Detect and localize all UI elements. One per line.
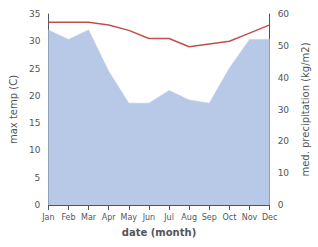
svg-text:35: 35 — [29, 9, 40, 19]
svg-text:Dec: Dec — [262, 213, 277, 222]
svg-text:30: 30 — [29, 36, 41, 46]
svg-text:Jan: Jan — [41, 213, 54, 222]
svg-text:60: 60 — [278, 9, 290, 19]
svg-text:May: May — [121, 213, 138, 222]
svg-text:Apr: Apr — [102, 213, 117, 222]
svg-text:25: 25 — [29, 64, 40, 74]
svg-text:40: 40 — [278, 73, 290, 83]
svg-text:0: 0 — [35, 200, 41, 210]
svg-text:date (month): date (month) — [122, 227, 196, 238]
svg-text:Jul: Jul — [163, 213, 174, 222]
svg-text:Nov: Nov — [242, 213, 258, 222]
svg-text:20: 20 — [278, 136, 290, 146]
svg-text:Jun: Jun — [142, 213, 156, 222]
svg-text:Mar: Mar — [81, 213, 97, 222]
svg-text:10: 10 — [29, 145, 41, 155]
svg-text:5: 5 — [35, 173, 41, 183]
svg-text:30: 30 — [278, 105, 290, 115]
svg-text:15: 15 — [29, 118, 40, 128]
svg-text:50: 50 — [278, 41, 290, 51]
svg-text:Sep: Sep — [202, 213, 217, 222]
svg-text:0: 0 — [278, 200, 284, 210]
svg-text:med. precipitation (kg/m2): med. precipitation (kg/m2) — [300, 42, 311, 176]
svg-text:max temp (C): max temp (C) — [8, 75, 19, 144]
svg-text:Feb: Feb — [61, 213, 75, 222]
svg-text:Aug: Aug — [181, 213, 197, 222]
svg-text:20: 20 — [29, 91, 41, 101]
svg-text:10: 10 — [278, 168, 290, 178]
svg-text:Oct: Oct — [222, 213, 236, 222]
